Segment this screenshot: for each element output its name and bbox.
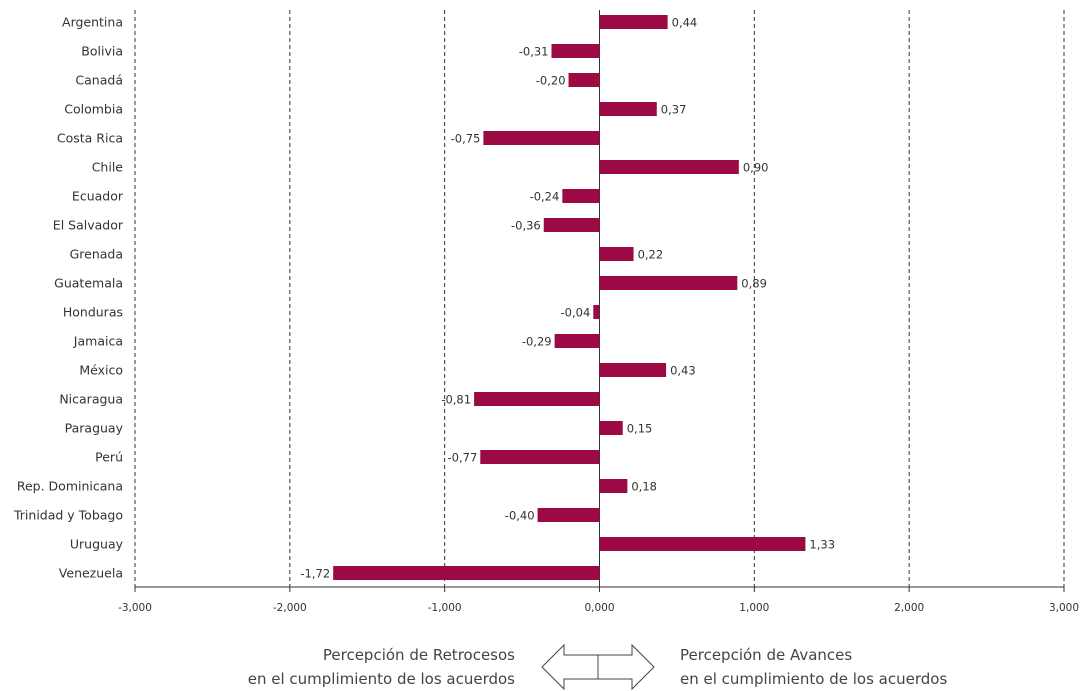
data-label: -0,29 [522,335,552,349]
bar [543,218,600,232]
category-label: Chile [92,160,124,175]
bar [599,479,628,493]
data-label: -0,77 [448,451,478,465]
bar [483,131,600,145]
category-label: Canadá [75,73,123,88]
x-tick-label: 1,000 [739,602,769,614]
bars [333,15,806,580]
data-label: -0,04 [561,306,591,320]
caption-retrocesos: Percepción de Retrocesos en el cumplimie… [248,643,515,691]
category-label: Costa Rica [57,131,123,146]
caption-avances: Percepción de Avances en el cumplimiento… [680,643,947,691]
bar [537,508,600,522]
gridlines [134,10,1065,587]
data-label: -0,31 [519,45,549,59]
bar [593,305,600,319]
data-label: 0,37 [661,103,687,117]
bar [599,363,667,377]
x-tick-label: -1,000 [428,602,462,614]
data-label: -0,24 [530,190,560,204]
bar [333,566,600,580]
data-label: -0,40 [505,509,535,523]
data-label: 0,89 [741,277,767,291]
bar [599,276,738,290]
bar [568,73,600,87]
caption-right-line1: Percepción de Avances [680,646,853,664]
category-label: Trinidad y Tobago [13,508,123,523]
data-label: 1,33 [809,538,835,552]
x-tick-label: -3,000 [118,602,152,614]
data-label: 0,90 [743,161,769,175]
bar [480,450,600,464]
category-label: Colombia [64,102,123,117]
bar [599,160,739,174]
data-label: -0,81 [441,393,471,407]
category-label: Guatemala [54,276,123,291]
data-label: 0,44 [672,16,698,30]
category-label: El Salvador [53,218,124,233]
category-label: Bolivia [81,44,123,59]
bar [599,247,634,261]
double-arrow-icon [541,643,655,691]
data-label: 0,18 [631,480,657,494]
data-label: 0,15 [627,422,653,436]
category-label: Venezuela [59,566,123,581]
category-label: Honduras [63,305,123,320]
bar [599,421,623,435]
category-label: Ecuador [72,189,124,204]
category-label: Uruguay [70,537,124,552]
bar [562,189,600,203]
bar [599,102,657,116]
category-labels: Argentina Bolivia Canadá Colombia Costa Rica… [13,15,124,581]
caption-left-line2: en el cumplimiento de los acuerdos [247,670,515,688]
category-label: Rep. Dominicana [17,479,123,494]
bar [599,537,806,551]
data-label: 0,22 [638,248,664,262]
data-label: 0,43 [670,364,696,378]
caption-right-line2: en el cumplimiento de los acuerdos [680,670,948,688]
data-label: -0,20 [536,74,566,88]
bar [474,392,600,406]
bar [554,334,600,348]
category-label: Grenada [70,247,123,262]
caption-left-line1: Percepción de Retrocesos [322,646,515,664]
category-label: México [79,363,123,378]
x-tick-label: 2,000 [894,602,924,614]
bar [551,44,600,58]
x-axis: -3,000 -2,000 -1,000 0,000 1,000 2,000 3,000 [118,586,1079,614]
category-label: Argentina [62,15,123,30]
bar [599,15,668,29]
x-tick-label: 0,000 [584,602,614,614]
category-label: Paraguay [65,421,124,436]
category-label: Jamaica [73,334,123,349]
x-tick-label: 3,000 [1049,602,1079,614]
x-tick-label: -2,000 [273,602,307,614]
category-label: Perú [95,450,123,465]
data-label: -1,72 [300,567,330,581]
data-labels: 0,44 -0,31 -0,20 0,37 -0,75 0,90 -0,24 -0,36 0,2… [300,16,835,581]
data-label: -0,75 [451,132,481,146]
category-label: Nicaragua [59,392,123,407]
data-label: -0,36 [511,219,541,233]
bar-chart: -3,000 -2,000 -1,000 0,000 1,000 2,000 3,000 A… [13,10,1079,614]
